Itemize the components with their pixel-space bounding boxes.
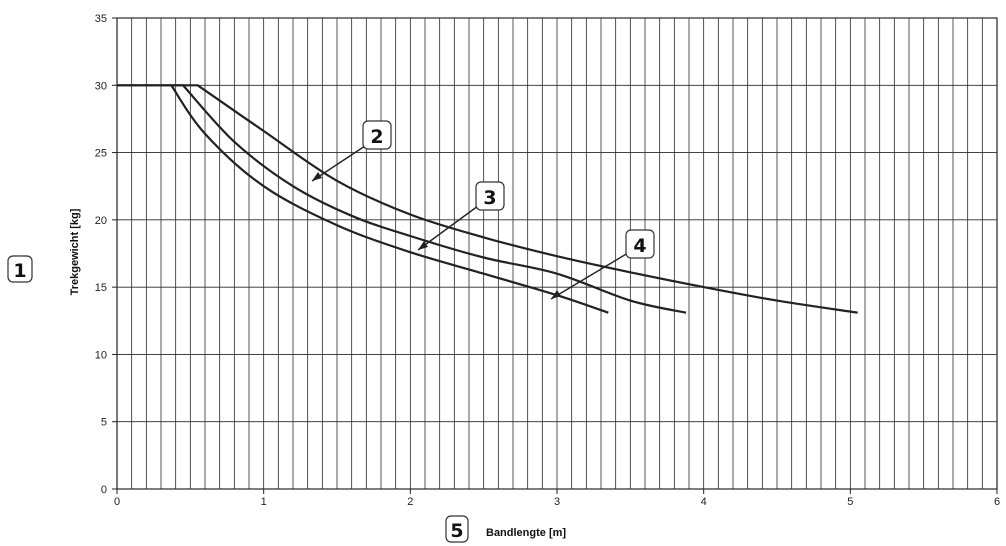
curve-3: [117, 84, 687, 314]
x-tick-label: 5: [847, 496, 853, 508]
x-tick-label: 3: [554, 496, 560, 508]
x-tick-label: 0: [114, 496, 120, 508]
grid: [116, 17, 998, 490]
curve-2: [117, 84, 858, 314]
x-tick-label: 4: [701, 496, 707, 508]
callout-3: 3: [417, 181, 505, 251]
y-tick-label: 10: [95, 349, 107, 361]
y-tick-label: 25: [95, 148, 107, 160]
y-tick-label: 30: [95, 80, 107, 92]
y-tick-label: 20: [95, 215, 107, 227]
y-tick-label: 5: [101, 417, 107, 429]
callout-3-label: 3: [483, 187, 496, 209]
curve-4: [170, 84, 609, 314]
callout-4-label: 4: [633, 235, 646, 257]
x-tick-label: 6: [994, 496, 1000, 508]
x-tick-label: 2: [407, 496, 413, 508]
x-tick-label: 1: [261, 496, 267, 508]
x-axis-ticks: 0 1 2 3 4 5 6: [114, 489, 1000, 508]
callout-2-label: 2: [370, 126, 383, 148]
callout-1-label: 1: [13, 260, 26, 282]
callout-4: 4: [550, 229, 655, 300]
y-axis-ticks: 0 5 10 15 20 25 30 35: [95, 13, 117, 496]
y-tick-label: 15: [95, 282, 107, 294]
y-axis-label: Trekgewicht [kg]: [69, 208, 81, 295]
callout-5: 5: [445, 515, 469, 543]
callout-2: 2: [311, 120, 392, 182]
curves: [117, 84, 858, 314]
y-tick-label: 35: [95, 13, 107, 25]
y-tick-label: 0: [101, 484, 107, 496]
callout-5-label: 5: [450, 520, 463, 542]
x-axis-label: Bandlengte [m]: [486, 527, 566, 539]
callout-1: 1: [7, 255, 33, 283]
